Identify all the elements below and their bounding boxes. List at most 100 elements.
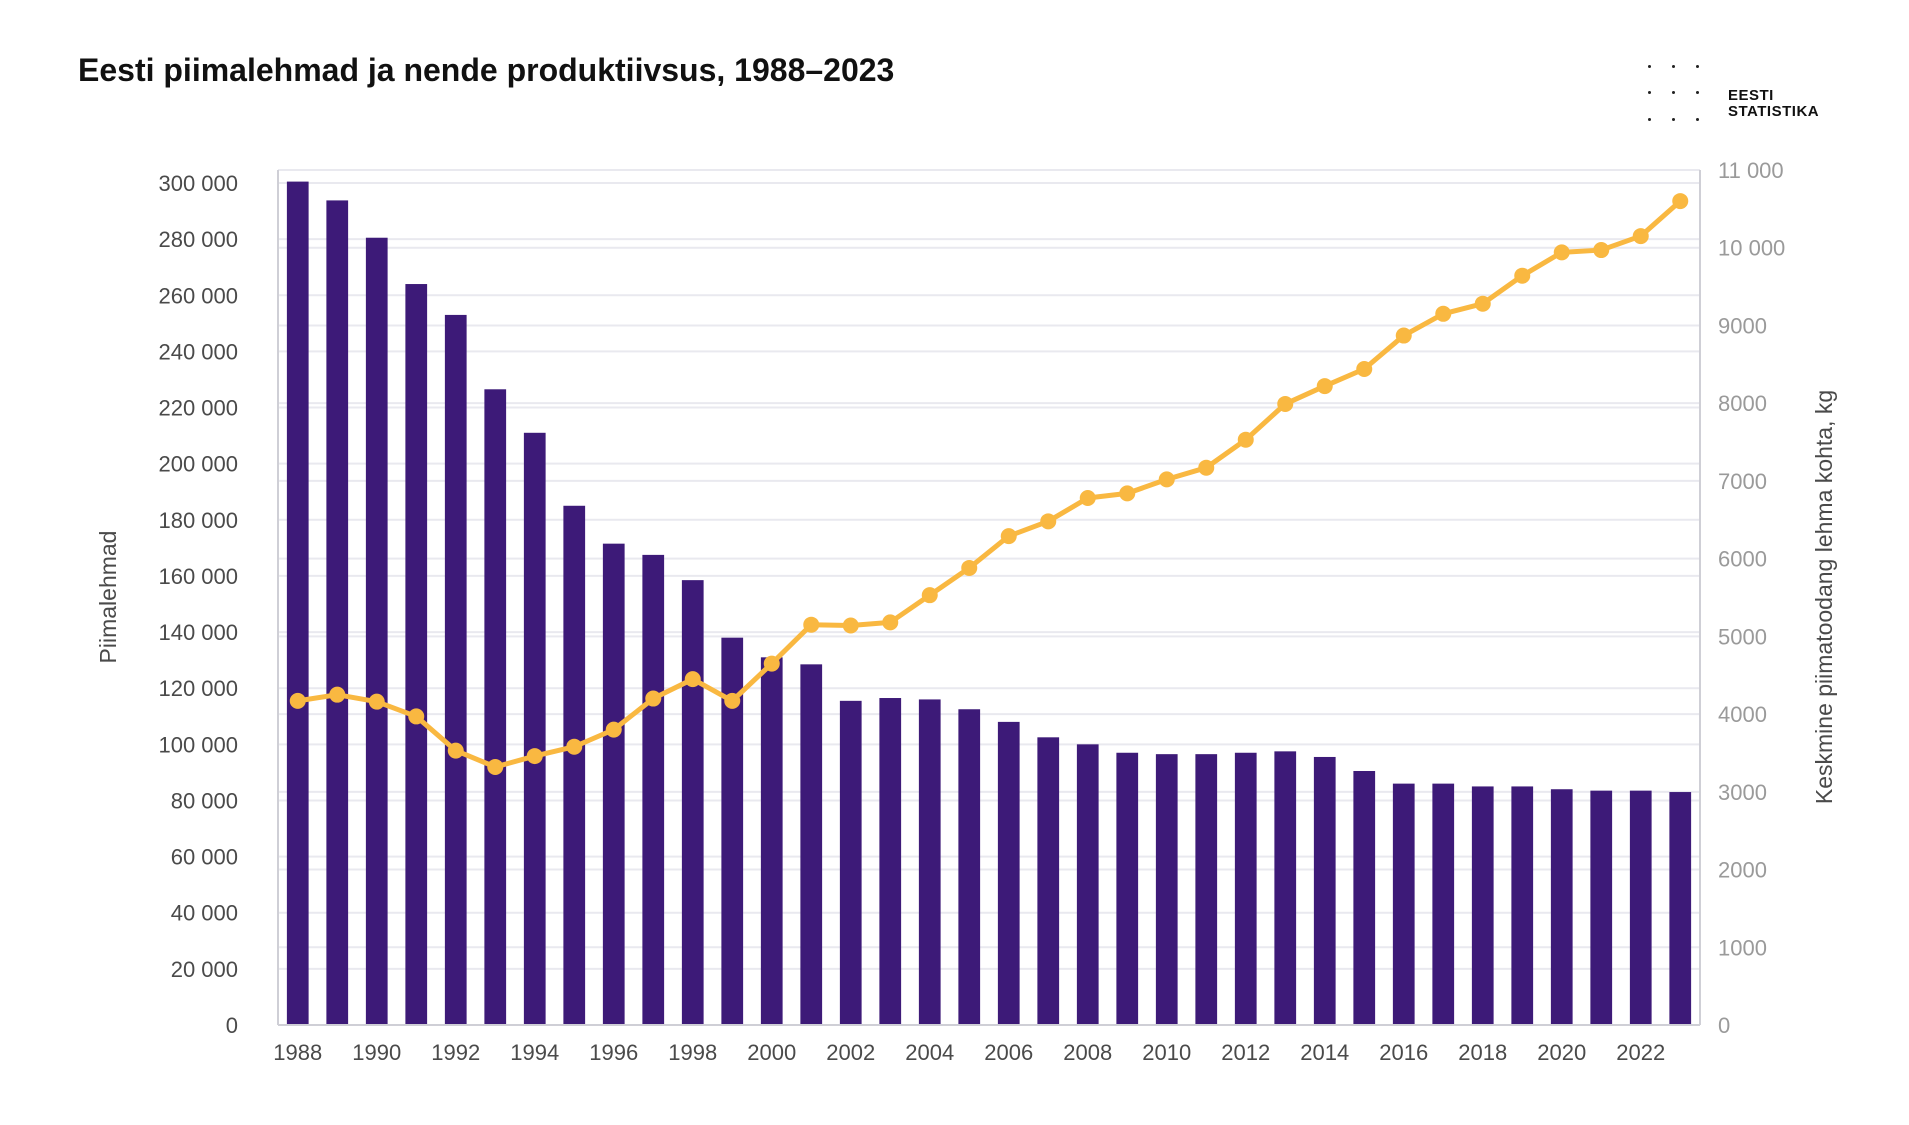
x-tick-label: 2006	[984, 1040, 1033, 1065]
x-tick-label: 1998	[668, 1040, 717, 1065]
line-point-2013	[1277, 395, 1294, 412]
bar-2008	[1076, 744, 1099, 1025]
bar-2012	[1234, 752, 1257, 1025]
axes	[277, 170, 1701, 1026]
bar-1991	[405, 284, 428, 1025]
logo-dot	[1696, 118, 1699, 121]
bar-2002	[839, 700, 862, 1025]
bar-1995	[563, 505, 586, 1025]
bar-1988	[286, 181, 309, 1025]
x-tick-label: 1988	[273, 1040, 322, 1065]
line-point-2023	[1672, 193, 1689, 210]
bar-1997	[642, 554, 665, 1025]
bar-2000	[760, 657, 783, 1025]
bar-2004	[918, 699, 941, 1025]
x-tick-label: 2008	[1063, 1040, 1112, 1065]
x-tick-label: 1992	[431, 1040, 480, 1065]
line-point-2006	[1000, 528, 1017, 545]
x-tick-label: 2002	[826, 1040, 875, 1065]
y-right-tick-label: 1000	[1718, 935, 1767, 960]
bar-1992	[444, 314, 467, 1025]
line-point-1990	[368, 693, 385, 710]
bar-2013	[1274, 751, 1297, 1025]
x-tick-label: 2020	[1537, 1040, 1586, 1065]
line-point-1988	[289, 692, 306, 709]
y-right-tick-label: 4000	[1718, 702, 1767, 727]
x-tick-label: 1994	[510, 1040, 559, 1065]
x-tick-label: 2022	[1616, 1040, 1665, 1065]
bar-2003	[879, 698, 902, 1025]
y-right-tick-label: 7000	[1718, 469, 1767, 494]
x-tick-label: 2010	[1142, 1040, 1191, 1065]
x-tick-label: 2016	[1379, 1040, 1428, 1065]
gridlines	[278, 169, 1700, 970]
y-axis-left-title: Piimalehmad	[95, 531, 121, 664]
line-point-2018	[1474, 295, 1491, 312]
x-tick-label: 2000	[747, 1040, 796, 1065]
y-right-tick-label: 5000	[1718, 624, 1767, 649]
y-axis-right-title: Keskmine piimatoodang lehma kohta, kg	[1811, 390, 1837, 804]
logo-dot	[1672, 65, 1675, 68]
x-tick-label: 1996	[589, 1040, 638, 1065]
y-left-tick-label: 40 000	[171, 901, 238, 926]
line-point-2012	[1237, 431, 1254, 448]
bar-1990	[365, 237, 388, 1026]
x-tick-label: 1990	[352, 1040, 401, 1065]
y-left-tick-label: 280 000	[158, 227, 238, 252]
line-point-2021	[1593, 242, 1610, 259]
bar-2007	[1037, 737, 1060, 1025]
bar-2017	[1432, 783, 1455, 1025]
line-point-1991	[408, 708, 425, 725]
logo-dot	[1696, 91, 1699, 94]
y-left-tick-label: 80 000	[171, 788, 238, 813]
bar-2016	[1392, 783, 1415, 1025]
bar-2006	[997, 721, 1020, 1025]
line-point-1989	[329, 686, 346, 703]
y-left-tick-label: 260 000	[158, 283, 238, 308]
bar-2022	[1629, 790, 1652, 1025]
bar-1989	[326, 200, 349, 1025]
chart-title: Eesti piimalehmad ja nende produktiivsus…	[78, 52, 895, 88]
line-point-1999	[724, 692, 741, 709]
bar-2010	[1155, 754, 1178, 1025]
line-point-1997	[645, 690, 662, 707]
x-tick-label: 2014	[1300, 1040, 1349, 1065]
bar-1999	[721, 637, 744, 1025]
line-point-2005	[961, 559, 978, 576]
line-point-2004	[921, 587, 938, 604]
bar-2015	[1353, 770, 1376, 1025]
y-right-tick-label: 11 000	[1718, 158, 1784, 183]
line-point-2007	[1040, 513, 1057, 530]
y-left-tick-label: 120 000	[158, 676, 238, 701]
x-tick-label: 2018	[1458, 1040, 1507, 1065]
line-point-2011	[1198, 459, 1215, 476]
line-point-1994	[526, 748, 543, 765]
bar-2021	[1590, 790, 1613, 1025]
y-left-tick-label: 240 000	[158, 339, 238, 364]
y-right-tick-label: 9000	[1718, 313, 1767, 338]
y-right-tick-label: 6000	[1718, 547, 1767, 572]
line-point-2020	[1553, 244, 1570, 261]
bar-2001	[800, 664, 823, 1025]
y-right-tick-label: 0	[1718, 1013, 1730, 1038]
bar-series-piimalehmad	[286, 181, 1692, 1026]
y-left-tick-label: 300 000	[158, 171, 238, 196]
bar-2014	[1313, 756, 1336, 1025]
line-point-2009	[1119, 485, 1136, 502]
logo-dot	[1648, 91, 1651, 94]
bar-2018	[1471, 786, 1494, 1025]
y-right-tick-label: 2000	[1718, 858, 1767, 883]
line-point-1996	[605, 721, 622, 738]
y-right-tick-label: 8000	[1718, 391, 1767, 416]
line-point-2002	[842, 617, 859, 634]
line-series-piimatoodang	[289, 193, 1689, 775]
x-tick-label: 2004	[905, 1040, 954, 1065]
logo-text-line1: EESTI	[1728, 87, 1774, 104]
bar-2023	[1669, 792, 1692, 1025]
line-point-1992	[447, 742, 464, 759]
line-point-2010	[1158, 471, 1175, 488]
y-left-tick-label: 0	[226, 1013, 238, 1038]
y-right-tick-label: 3000	[1718, 780, 1767, 805]
y-left-tick-label: 20 000	[171, 957, 238, 982]
y-left-tick-label: 140 000	[158, 620, 238, 645]
